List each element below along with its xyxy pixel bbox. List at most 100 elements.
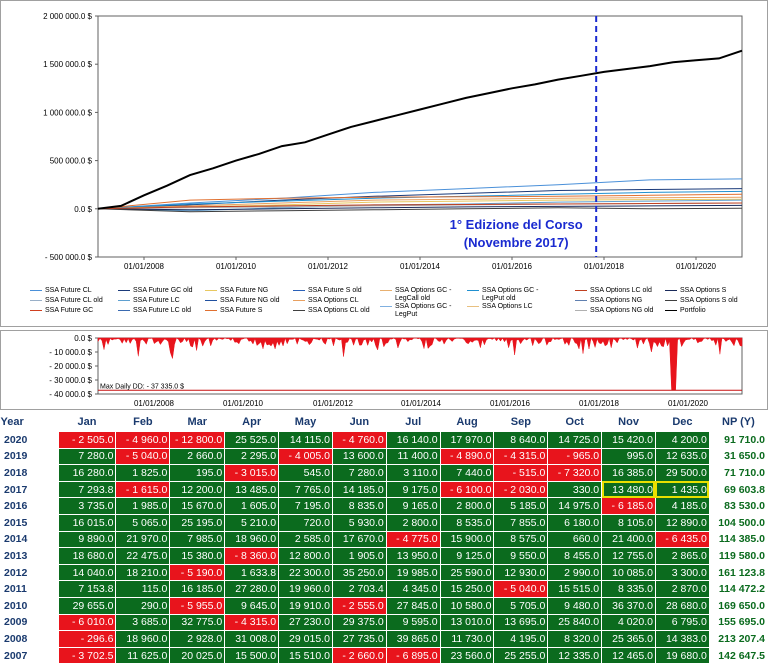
dd-x-tick-label: 01/01/2016 <box>490 399 531 408</box>
table-row: 2019 7 280.0- 5 040.0 2 660.0 2 295.0- 4 00… <box>0 447 768 466</box>
annotation-line1: 1° Edizione del Corso <box>450 217 583 232</box>
month-cell: - 2 030.0 <box>493 480 549 499</box>
legend-swatch <box>30 300 42 301</box>
y-tick-label: 1 500 000.0 $ <box>43 60 92 69</box>
dd-plot-area <box>97 337 743 395</box>
np-year-cell: 119 580.0 <box>708 547 768 565</box>
month-cell: 9 175.0 <box>385 480 441 499</box>
np-year-cell: 155 695.0 <box>708 613 768 632</box>
month-cell: 11 400.0 <box>385 447 441 466</box>
year-cell: 2011 <box>0 580 59 598</box>
month-cell: - 3 702.5 <box>57 646 117 664</box>
legend-swatch <box>205 290 217 291</box>
month-cell: 290.0 <box>115 596 171 615</box>
month-cell: 22 300.0 <box>278 563 333 582</box>
month-cell: 14 115.0 <box>278 431 333 449</box>
table-row: 2008- 296.6 18 960.0 2 928.0 31 008.0 29 015… <box>0 630 768 648</box>
np-year-cell: 83 530.0 <box>708 497 768 515</box>
month-cell: 6 795.0 <box>654 613 710 632</box>
month-cell: 2 865.0 <box>654 547 710 565</box>
month-cell: 32 775.0 <box>169 613 226 632</box>
month-cell: 12 200.0 <box>169 480 226 499</box>
month-cell: 9 480.0 <box>547 596 603 615</box>
legend-item: SSA Options GC - LegPut old <box>467 287 552 303</box>
legend-item: SSA Options NG <box>575 297 660 305</box>
np-year-cell: 69 603.8 <box>708 480 768 499</box>
series-line <box>97 188 743 210</box>
month-cell: - 2 660.0 <box>331 646 387 664</box>
year-cell: 2014 <box>0 530 59 549</box>
np-year-cell: 142 647.5 <box>708 646 768 664</box>
month-cell: - 4 005.0 <box>278 447 333 466</box>
legend-label: SSA Options LC old <box>590 287 652 294</box>
legend-label: SSA Options LC <box>482 303 533 310</box>
col-header-jul: Jul <box>386 413 441 432</box>
legend-item: SSA Future GC <box>30 307 115 315</box>
year-cell: 2007 <box>0 646 59 664</box>
table-row: 2020- 2 505.0- 4 960.0- 12 800.0 25 525.0… <box>0 431 768 449</box>
legend-label: Portfolio <box>680 307 706 314</box>
month-cell: 14 725.0 <box>547 431 603 449</box>
dd-y-tick-label: - 20 000.0 $ <box>49 362 92 371</box>
month-cell: 2 295.0 <box>224 447 280 466</box>
month-cell: - 7 320.0 <box>547 464 603 482</box>
legend-label: SSA Options GC - LegPut <box>395 303 452 318</box>
legend-swatch <box>293 300 305 301</box>
month-cell: 35 250.0 <box>331 563 387 582</box>
col-header-aug: Aug <box>440 413 494 432</box>
legend-item: SSA Options CL <box>293 297 378 305</box>
table-header-row: Year Jan Feb Mar Apr May Jun Jul Aug Sep Oct Nov Dec… <box>0 413 768 432</box>
legend-item: SSA Options S <box>665 287 750 295</box>
month-cell: 25 365.0 <box>601 630 656 648</box>
month-cell: 25 255.0 <box>493 646 549 664</box>
legend-swatch <box>118 310 130 311</box>
legend-label: SSA Options GC - LegCall old <box>395 287 452 302</box>
month-cell: 14 185.0 <box>331 480 387 499</box>
legend-item: SSA Future NG old <box>205 297 290 305</box>
month-cell: 13 485.0 <box>224 480 280 499</box>
month-cell: 8 455.0 <box>547 547 603 565</box>
np-year-cell: 31 650.0 <box>708 447 768 466</box>
month-cell: 16 385.0 <box>601 464 656 482</box>
table-row: 2011 7 153.8 115.0 16 185.0 27 280.0 19 960.0… <box>0 580 768 598</box>
month-cell: 15 250.0 <box>439 580 495 598</box>
month-cell: - 2 505.0 <box>57 431 117 449</box>
month-cell: 6 180.0 <box>547 513 603 532</box>
y-tick-label: 2 000 000.0 $ <box>43 12 92 21</box>
month-cell: 4 185.0 <box>654 497 710 515</box>
month-cell: 4 020.0 <box>601 613 656 632</box>
legend-swatch <box>665 310 677 311</box>
month-cell: 17 670.0 <box>331 530 387 549</box>
month-cell: 20 025.0 <box>169 646 226 664</box>
month-cell: 29 015.0 <box>278 630 333 648</box>
month-cell: 5 065.0 <box>115 513 171 532</box>
month-cell: 660.0 <box>547 530 603 549</box>
month-cell: 16 185.0 <box>169 580 226 598</box>
col-header-apr: Apr <box>224 413 279 432</box>
dd-y-tick-label: - 30 000.0 $ <box>49 376 92 385</box>
month-cell: 18 680.0 <box>57 547 117 565</box>
month-cell: 330.0 <box>547 480 603 499</box>
month-cell: - 965.0 <box>547 447 603 466</box>
table-row: 2009- 6 010.0 3 685.0 32 775.0- 4 315.0 27 … <box>0 613 768 632</box>
legend-swatch <box>467 290 479 291</box>
month-cell: 15 510.0 <box>278 646 333 664</box>
month-cell: 16 280.0 <box>57 464 117 482</box>
month-cell: 2 800.0 <box>385 513 441 532</box>
month-cell: 3 735.0 <box>57 497 117 515</box>
table-row: 2012 14 040.0 18 210.0- 5 190.0 1 633.8 22 3… <box>0 563 768 582</box>
month-cell: 14 383.0 <box>654 630 710 648</box>
col-header-jun: Jun <box>332 413 387 432</box>
legend-item: SSA Future S old <box>293 287 378 295</box>
month-cell: 15 500.0 <box>224 646 280 664</box>
year-cell: 2013 <box>0 547 59 565</box>
month-cell: 7 195.0 <box>278 497 333 515</box>
month-cell: 31 008.0 <box>224 630 280 648</box>
month-cell: 7 855.0 <box>493 513 549 532</box>
month-cell: - 6 435.0 <box>654 530 710 549</box>
table-row: 2014 9 890.0 21 970.0 7 985.0 18 960.0 2 585.… <box>0 530 768 549</box>
x-tick-label: 01/01/2014 <box>400 262 441 271</box>
legend-item: SSA Future LC <box>118 297 203 305</box>
month-cell: 28 680.0 <box>654 596 710 615</box>
table-body: 2020- 2 505.0- 4 960.0- 12 800.0 25 525.0… <box>0 431 768 664</box>
